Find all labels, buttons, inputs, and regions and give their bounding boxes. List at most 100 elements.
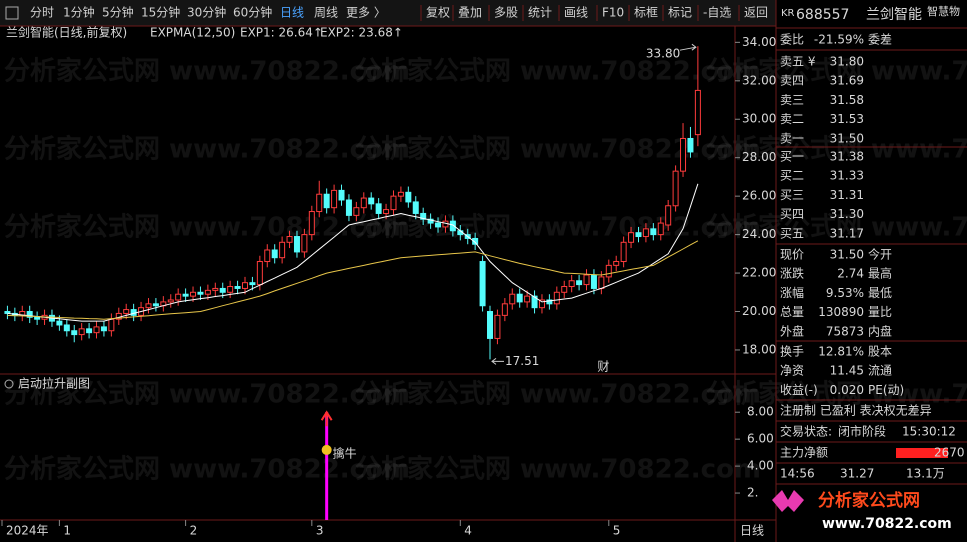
candle-body: [620, 241, 627, 263]
period-tab[interactable]: 30分钟: [187, 5, 226, 20]
quote-value: 31.50: [830, 131, 864, 145]
event-marker[interactable]: 财: [597, 360, 609, 374]
quote-label: 买三: [780, 188, 804, 202]
tool-button[interactable]: 标记: [668, 6, 692, 20]
candle-body: [390, 195, 397, 211]
x-tick-label: 2: [190, 524, 198, 538]
candle-body: [479, 261, 486, 307]
tool-button[interactable]: 画线: [564, 6, 588, 20]
tick-volume: 13.1万: [906, 467, 945, 481]
x-tick-label: 4: [464, 524, 472, 538]
y-tick-label: 2.: [747, 486, 758, 500]
tool-button[interactable]: 标框: [634, 6, 658, 20]
quote-label: 卖二: [780, 112, 804, 126]
candle-body: [605, 264, 612, 278]
candle-body: [420, 212, 427, 220]
watermark: 分析家公式网 www.70822.com: [355, 454, 761, 485]
candle-body: [531, 295, 538, 309]
candle-body: [219, 287, 226, 293]
period-tab[interactable]: 1分钟: [63, 5, 95, 20]
quote-label: 最低: [868, 286, 892, 300]
quote-label: 净资: [780, 364, 804, 378]
candle-body: [524, 295, 531, 303]
period-tab[interactable]: 更多 〉: [346, 6, 386, 20]
candle-body: [583, 274, 590, 286]
candle-body: [345, 199, 352, 216]
period-tab[interactable]: 5分钟: [102, 5, 134, 20]
candle-body: [487, 311, 493, 339]
candle-body: [123, 309, 130, 314]
candle-body: [286, 236, 293, 243]
candle-body: [598, 276, 605, 289]
period-tab[interactable]: 60分钟: [233, 5, 272, 20]
candle-body: [301, 234, 308, 253]
candle-body: [293, 236, 300, 253]
candle-body: [590, 274, 597, 289]
candle-body: [167, 299, 174, 303]
watermark: 分析家公式网 www.70822.com: [4, 212, 410, 243]
candle-body: [242, 282, 248, 289]
candle-body: [546, 299, 553, 305]
quote-label: 今开: [868, 247, 892, 262]
signal-icon: [321, 444, 332, 455]
period-tab[interactable]: 周线: [314, 6, 338, 20]
candle-body: [642, 228, 649, 238]
candle-body: [323, 193, 330, 209]
tool-button[interactable]: 返回: [744, 6, 768, 20]
quote-value: 2.74: [837, 267, 864, 281]
x-tick-label: 1: [63, 524, 71, 538]
candle-body: [331, 189, 338, 209]
candle-body: [494, 314, 501, 339]
panel-icon[interactable]: [4, 379, 14, 389]
candle-body: [182, 293, 189, 297]
candle-body: [538, 299, 545, 309]
candle-body: [100, 326, 107, 332]
quote-value: 31.50: [830, 248, 864, 262]
logo-url: www.70822.com: [822, 516, 952, 532]
quote-label: 最高: [868, 266, 892, 281]
stock-name: 兰剑智能: [866, 7, 922, 23]
period-tab[interactable]: 分时: [30, 6, 54, 20]
tool-button[interactable]: 多股: [494, 6, 518, 20]
candle-body: [234, 286, 241, 289]
logo-title: 分析家公式网: [818, 490, 920, 511]
x-tick-label: 3: [316, 524, 324, 538]
quote-label: 卖三: [780, 93, 804, 107]
candle-body: [613, 261, 620, 266]
menu-icon[interactable]: [5, 6, 19, 20]
candle-body: [672, 170, 679, 207]
candle-body: [687, 137, 694, 153]
candle-body: [212, 287, 219, 291]
quote-value: 12.81%: [818, 345, 864, 359]
candle-body: [449, 220, 456, 232]
ema-line: [7, 240, 699, 320]
signal-bar: [325, 412, 329, 520]
chart-title: 兰剑智能(日线,前复权): [6, 25, 127, 40]
quote-label: 卖一: [780, 131, 804, 145]
concept-tag: 智慧物: [927, 4, 960, 18]
candle-body: [427, 218, 434, 224]
tags: 注册制 已盈利 表决权无差异: [780, 403, 932, 418]
quote-value: 31.33: [830, 169, 864, 183]
quote-value: 31.38: [830, 150, 864, 164]
tool-button[interactable]: -自选: [703, 6, 731, 20]
tool-button[interactable]: 统计: [528, 6, 552, 20]
candle-body: [264, 249, 271, 263]
period-tab[interactable]: 15分钟: [141, 5, 180, 20]
footer: 日线: [740, 524, 764, 538]
quote-label: PE(动): [868, 383, 904, 397]
quote-value: 31.30: [830, 207, 864, 221]
candle-body: [568, 280, 575, 288]
candle-body: [435, 222, 442, 228]
candle-body: [561, 286, 568, 293]
tool-button[interactable]: 复权: [426, 6, 450, 20]
candle-body: [516, 293, 523, 303]
quote-label: 股本: [868, 345, 892, 359]
candle-body: [63, 324, 70, 332]
period-tab[interactable]: 日线: [280, 6, 304, 20]
tool-button[interactable]: F10: [602, 6, 624, 20]
y-tick-label: 24.00: [742, 227, 776, 241]
tool-button[interactable]: 叠加: [458, 6, 482, 20]
quote-label: 量比: [868, 305, 892, 319]
